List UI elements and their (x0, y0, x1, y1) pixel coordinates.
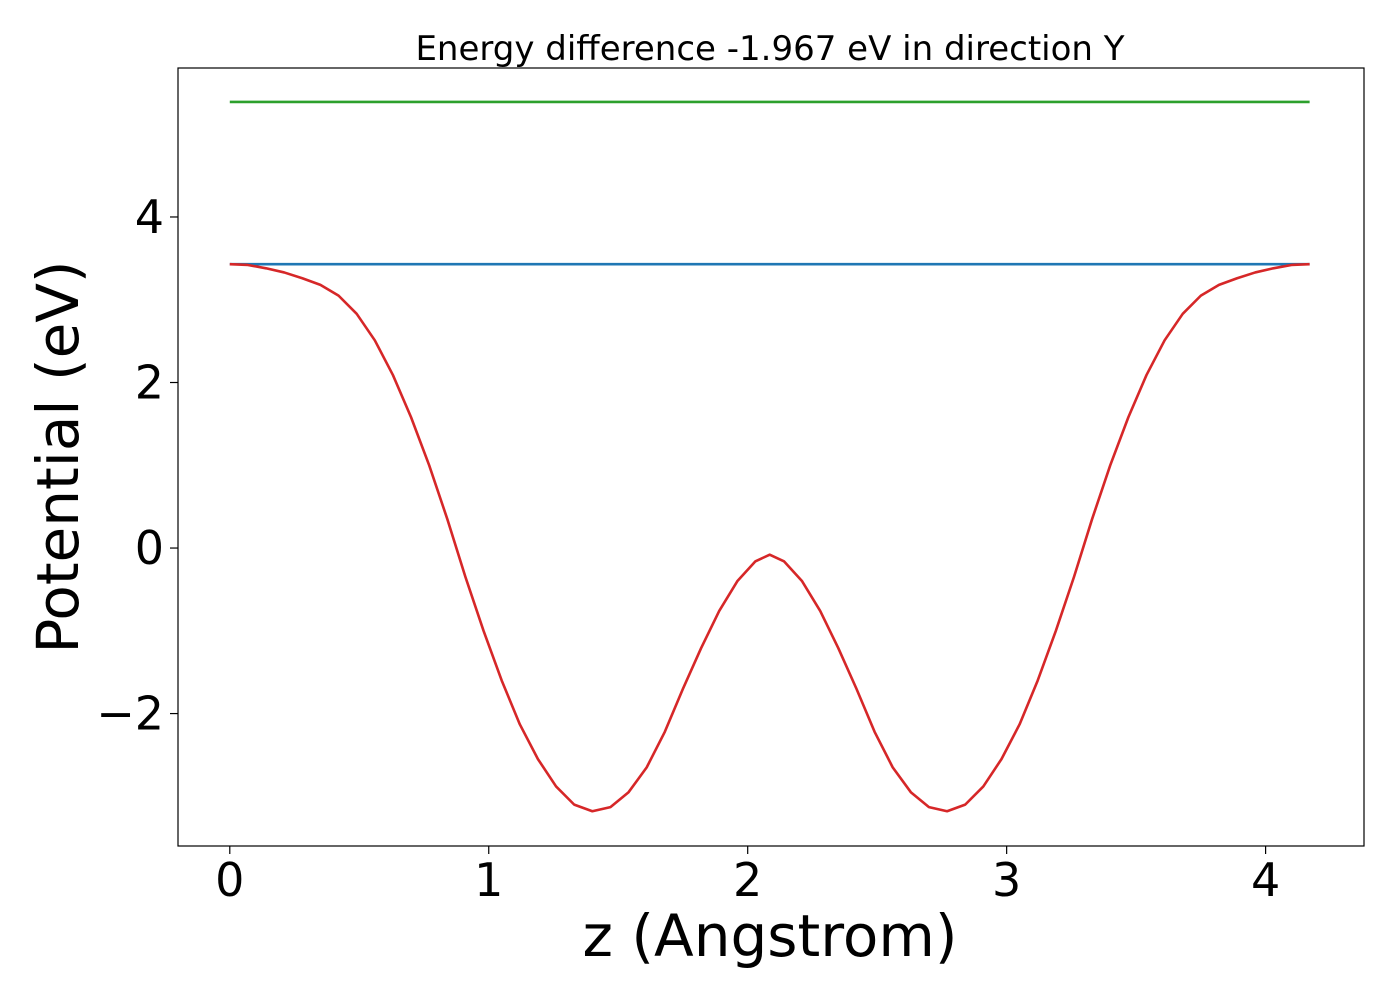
series-layer (229, 100, 1310, 813)
chart-title: Energy difference -1.967 eV in direction… (415, 29, 1124, 69)
y-tick-label: 2 (135, 356, 164, 410)
x-axis-label: z (Angstrom) (583, 902, 958, 970)
x-tick-label: 3 (992, 853, 1021, 907)
x-axis-ticks: 0 1 2 3 4 (215, 846, 1280, 907)
y-tick-label: 4 (135, 190, 164, 244)
x-tick-label: 0 (215, 853, 244, 907)
x-tick-label: 4 (1251, 853, 1280, 907)
plot-area-frame (177, 67, 1365, 847)
y-axis-label: Potential (eV) (24, 260, 92, 653)
y-axis-ticks: −2 0 2 4 (96, 190, 178, 741)
x-tick-label: 2 (733, 853, 762, 907)
x-tick-label: 1 (474, 853, 503, 907)
y-tick-label: −2 (96, 687, 164, 741)
series-line-red (229, 262, 1310, 813)
y-tick-label: 0 (135, 521, 164, 575)
